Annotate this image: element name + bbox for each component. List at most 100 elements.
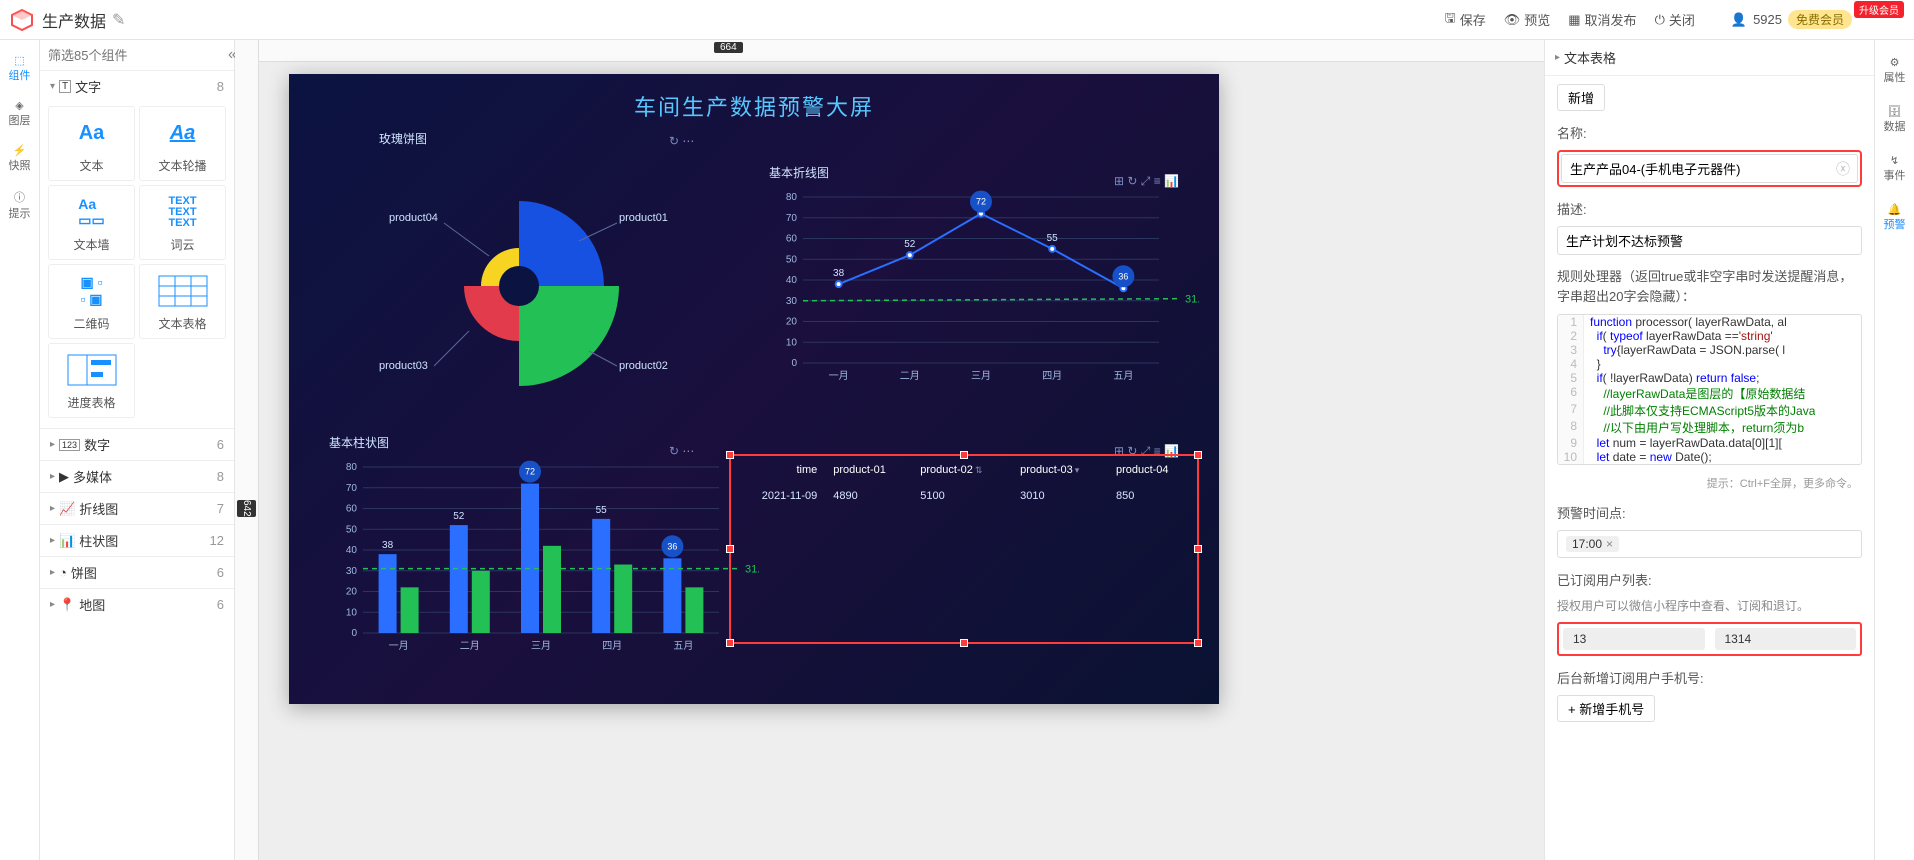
rail-hint[interactable]: ⓘ提示 [9,181,31,229]
svg-text:50: 50 [786,254,798,265]
v-ruler-marker: 642 [237,500,256,517]
svg-text:0: 0 [351,628,357,639]
h-ruler-marker: 664 [714,42,743,53]
comp-text-carousel[interactable]: Aa文本轮播 [139,106,226,181]
code-hint: 提示：Ctrl+F全屏，更多命令。 [1557,473,1862,491]
data-table[interactable]: time product-01 product-02⇅ product-03▾ … [729,454,1199,644]
svg-text:55: 55 [1047,233,1059,244]
clear-icon[interactable]: ⓧ [1836,159,1850,179]
app-logo-icon [10,8,34,32]
svg-text:60: 60 [346,504,358,515]
component-filter-input[interactable] [48,48,224,63]
category-number[interactable]: ▸123数字6 [40,428,234,460]
comp-text[interactable]: Aa文本 [48,106,135,181]
comp-qrcode[interactable]: ▣ ▫▫ ▣二维码 [48,264,135,339]
category-line[interactable]: ▸📈折线图7 [40,492,234,524]
svg-text:38: 38 [833,268,845,279]
comp-text-table[interactable]: 文本表格 [139,264,226,339]
rail-layers[interactable]: ◈图层 [9,91,31,136]
membership-badge[interactable]: 免费会员 [1788,10,1852,29]
eye-icon: 👁 [1504,12,1521,28]
category-bar[interactable]: ▸📊柱状图12 [40,524,234,556]
svg-text:36: 36 [1118,271,1128,281]
edit-title-icon[interactable]: ✎ [112,10,125,30]
rail-alarm[interactable]: 🔔预警 [1884,193,1906,242]
category-map[interactable]: ▸📍地图6 [40,588,234,620]
filter-icon[interactable]: ▾ [1075,465,1080,475]
vertical-ruler: 642 [235,40,259,860]
unpublish-button[interactable]: ▦取消发布 [1568,10,1636,29]
svg-text:38: 38 [382,540,394,551]
sort-icon[interactable]: ⇅ [975,465,983,475]
add-button[interactable]: 新增 [1557,84,1605,111]
svg-text:50: 50 [346,524,358,535]
caret-right-icon: ▸ [50,599,55,610]
name-label: 名称: [1557,123,1862,142]
svg-text:一月: 一月 [389,640,409,652]
props-header[interactable]: ▸ 文本表格 [1545,40,1874,76]
bar-chart[interactable]: 基本柱状图 01020304050607080一月二月三月四月五月31.2385… [329,434,759,658]
category-media[interactable]: ▸▶多媒体8 [40,460,234,492]
phone-chip[interactable]: 13 [1563,628,1705,650]
svg-text:52: 52 [904,239,916,250]
svg-text:五月: 五月 [1113,370,1133,382]
dashboard-title: 车间生产数据预警大屏 [289,74,1219,130]
desc-input[interactable] [1557,226,1862,255]
comp-word-cloud[interactable]: TEXTTEXTTEXT词云 [139,185,226,260]
svg-text:72: 72 [976,197,986,207]
layers-icon: ◈ [15,99,23,112]
add-phone-button[interactable]: + 新增手机号 [1557,695,1655,722]
properties-panel: ▸ 文本表格 新增 名称: ⓧ 描述: 规则处理器（返回true或非空字串时发送… [1544,40,1874,860]
svg-text:10: 10 [346,607,358,618]
comp-progress-table[interactable]: 进度表格 [48,343,135,418]
svg-text:二月: 二月 [460,640,480,652]
svg-text:80: 80 [346,462,358,473]
rail-snapshot[interactable]: ⚡快照 [9,136,31,181]
svg-text:20: 20 [786,317,798,328]
rail-data[interactable]: 🗄数据 [1884,95,1906,144]
doc-title: 生产数据 [42,8,106,32]
subscribers-label: 已订阅用户列表: [1557,570,1862,589]
svg-text:70: 70 [786,213,798,224]
svg-text:一月: 一月 [829,370,849,382]
rule-label: 规则处理器（返回true或非空字串时发送提醒消息，字串超出20字会隐藏）： [1557,267,1862,306]
svg-text:product04: product04 [389,212,438,224]
svg-text:三月: 三月 [971,370,991,382]
svg-text:80: 80 [786,192,798,203]
user-id: 5925 [1753,12,1782,27]
alarm-time-input[interactable]: 17:00× [1557,530,1862,558]
svg-text:40: 40 [786,275,798,286]
svg-text:55: 55 [596,505,608,516]
user-icon: 👤 [1731,12,1747,28]
left-toolbar: ⬚组件 ◈图层 ⚡快照 ⓘ提示 [0,40,40,860]
top-bar: 生产数据 ✎ 🖫保存 👁预览 ▦取消发布 ⏻关闭 👤 5925 免费会员 升级会… [0,0,1914,40]
name-input[interactable] [1561,154,1858,183]
rail-components[interactable]: ⬚组件 [9,46,31,91]
svg-text:30: 30 [346,566,358,577]
svg-text:二月: 二月 [900,370,920,382]
bell-icon: 🔔 [1888,203,1902,216]
save-button[interactable]: 🖫保存 [1445,9,1486,31]
svg-text:52: 52 [453,511,465,522]
close-button[interactable]: ⏻关闭 [1655,10,1695,29]
upgrade-badge[interactable]: 升级会员 [1854,1,1904,18]
remove-tag-icon[interactable]: × [1606,537,1613,551]
line-chart[interactable]: 基本折线图 01020304050607080一月二月三月四月五月31.2385… [769,164,1199,388]
svg-text:0: 0 [791,358,797,369]
phone-chip[interactable]: 1314 [1715,628,1857,650]
category-text[interactable]: ▾ T 文字 8 [40,71,234,102]
comp-text-wall[interactable]: Aa▭▭文本墙 [48,185,135,260]
rose-pie-chart[interactable]: 玫瑰饼图 product01 product02 produ [329,124,729,414]
svg-text:四月: 四月 [1042,370,1062,382]
subscriber-phones: 13 1314 [1557,622,1862,656]
svg-text:36: 36 [667,541,677,551]
sliders-icon: ⚙ [1890,56,1900,69]
preview-button[interactable]: 👁预览 [1504,10,1551,29]
category-pie[interactable]: ▸◔饼图6 [40,556,234,588]
svg-text:40: 40 [346,545,358,556]
table-row[interactable]: 2021-11-09 4890 5100 3010 850 [731,484,1197,508]
rail-attr[interactable]: ⚙属性 [1884,46,1906,95]
code-editor[interactable]: 1function processor( layerRawData, al 2 … [1557,314,1862,465]
rail-event[interactable]: ↯事件 [1884,144,1906,193]
dashboard-canvas[interactable]: 车间生产数据预警大屏 ↻ ⋯ 玫瑰饼图 [289,74,1219,704]
